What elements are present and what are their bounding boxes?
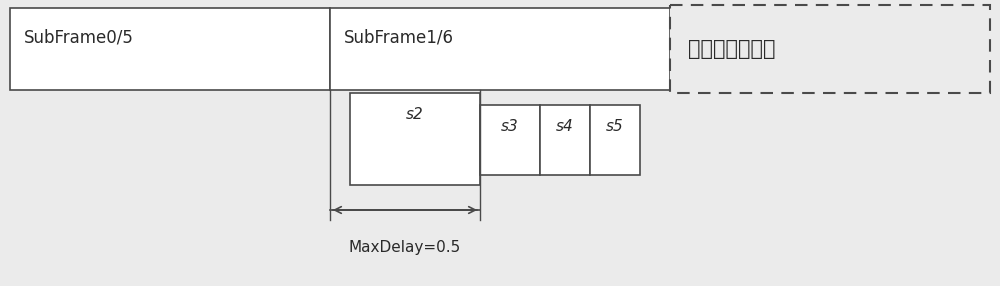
Text: SubFrame0/5: SubFrame0/5 [24,28,134,46]
Bar [10,8,330,90]
Bar [480,105,540,175]
Bar [330,8,670,90]
Text: SubFrame1/6: SubFrame1/6 [344,28,454,46]
Text: 同频或异频业务: 同频或异频业务 [688,39,776,59]
Text: s3: s3 [501,119,519,134]
Text: s4: s4 [556,119,574,134]
Text: MaxDelay=0.5: MaxDelay=0.5 [349,240,461,255]
Bar [350,93,480,185]
Bar [670,5,990,93]
Text: s2: s2 [406,107,424,122]
Bar [590,105,640,175]
Text: s5: s5 [606,119,624,134]
Bar [540,105,590,175]
